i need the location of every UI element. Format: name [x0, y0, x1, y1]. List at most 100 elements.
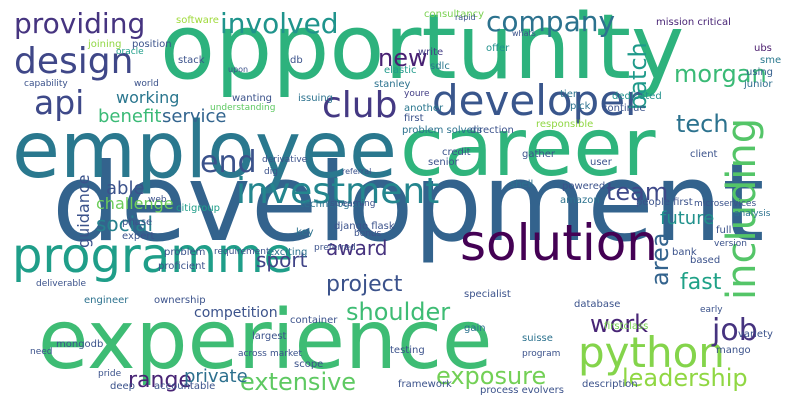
- word: dig: [264, 167, 278, 177]
- word: client: [690, 149, 718, 160]
- word: programme: [12, 228, 294, 284]
- word: technologist: [300, 199, 362, 210]
- word: problem: [164, 247, 206, 258]
- word: gain: [464, 323, 486, 334]
- word: stanley: [374, 79, 411, 90]
- word: team: [606, 178, 669, 206]
- word: direction: [470, 125, 514, 136]
- word: capability: [24, 79, 68, 89]
- word: bonus: [354, 229, 382, 239]
- word: proficient: [158, 261, 206, 272]
- word: offer: [486, 43, 510, 54]
- word: microservices: [694, 199, 757, 209]
- word: new: [378, 44, 428, 72]
- word: wanting: [232, 93, 273, 104]
- word: mango: [716, 345, 751, 356]
- word: investment: [236, 171, 440, 212]
- word: whats: [512, 29, 536, 38]
- word: sme: [760, 55, 782, 66]
- word: extensive: [240, 368, 357, 396]
- word: job: [712, 313, 758, 348]
- word: oracle: [116, 47, 144, 57]
- word: developer: [432, 76, 643, 125]
- word: phase: [122, 217, 153, 228]
- word: specialist: [464, 289, 511, 300]
- word: early: [700, 305, 723, 315]
- word: scope: [294, 359, 324, 370]
- word: accountable: [154, 381, 216, 392]
- word: suisse: [522, 333, 553, 344]
- word: analysis: [734, 209, 771, 219]
- word: joining: [88, 39, 122, 50]
- word: key: [296, 227, 314, 238]
- word: social: [96, 212, 154, 236]
- word: deliverable: [36, 279, 87, 289]
- word: award: [326, 236, 388, 260]
- word: leadership: [622, 364, 748, 392]
- word: variety: [738, 329, 773, 340]
- word: morgan: [674, 60, 767, 88]
- word: design: [14, 41, 134, 82]
- word: rapid: [455, 13, 476, 22]
- word: tech: [676, 110, 729, 138]
- word: derivative: [262, 155, 308, 165]
- word: shoulder: [346, 298, 451, 326]
- word: bank: [672, 247, 697, 258]
- word: involved: [220, 7, 339, 40]
- word: first: [404, 113, 424, 124]
- word: container: [290, 315, 338, 326]
- word: benefit: [98, 106, 162, 127]
- word: referral: [342, 167, 372, 176]
- word: pick: [570, 101, 591, 112]
- word: amazon: [560, 195, 600, 206]
- word: mission critical: [656, 17, 731, 28]
- word: version: [714, 239, 747, 249]
- word: youre: [404, 89, 430, 99]
- word: future: [660, 208, 715, 229]
- word: consultancy: [424, 9, 485, 20]
- word: user: [590, 157, 612, 168]
- word: credit: [442, 147, 471, 158]
- word: program: [522, 349, 561, 359]
- word: exciting: [268, 247, 308, 258]
- word: shell: [510, 179, 534, 190]
- word: people first: [636, 197, 693, 208]
- word: continue: [602, 103, 646, 114]
- word: python: [578, 328, 725, 377]
- word: engineer: [84, 295, 129, 306]
- word: description: [582, 379, 638, 390]
- word: senior: [428, 157, 459, 168]
- word: exposure: [436, 362, 547, 390]
- word: working: [116, 88, 180, 107]
- word: need: [30, 347, 53, 357]
- word: deep: [110, 381, 135, 392]
- word: range: [128, 368, 192, 393]
- word: testing: [390, 345, 425, 356]
- word: largest: [252, 331, 287, 342]
- word: work: [590, 310, 649, 338]
- word: preferred: [314, 243, 356, 253]
- word: sdlc: [430, 61, 450, 72]
- word: competition: [194, 305, 278, 321]
- word: ownership: [154, 295, 206, 306]
- word: area: [646, 232, 674, 286]
- word: employee: [12, 106, 398, 196]
- word: requirement: [214, 247, 270, 257]
- word: guidance: [74, 174, 93, 248]
- word: api: [34, 83, 85, 122]
- word: based: [690, 255, 721, 266]
- word: across: [238, 349, 267, 359]
- word: responsible: [536, 119, 594, 130]
- word: pride: [98, 369, 122, 379]
- word: position: [132, 39, 172, 50]
- word: providing: [14, 7, 146, 40]
- word: junior: [744, 79, 773, 90]
- word: mongodb: [56, 339, 104, 350]
- word: challenge: [96, 194, 174, 213]
- word: solution: [460, 214, 658, 272]
- word: database: [574, 299, 621, 310]
- word: web: [148, 195, 167, 205]
- word: able: [106, 178, 145, 199]
- word: development: [52, 141, 765, 266]
